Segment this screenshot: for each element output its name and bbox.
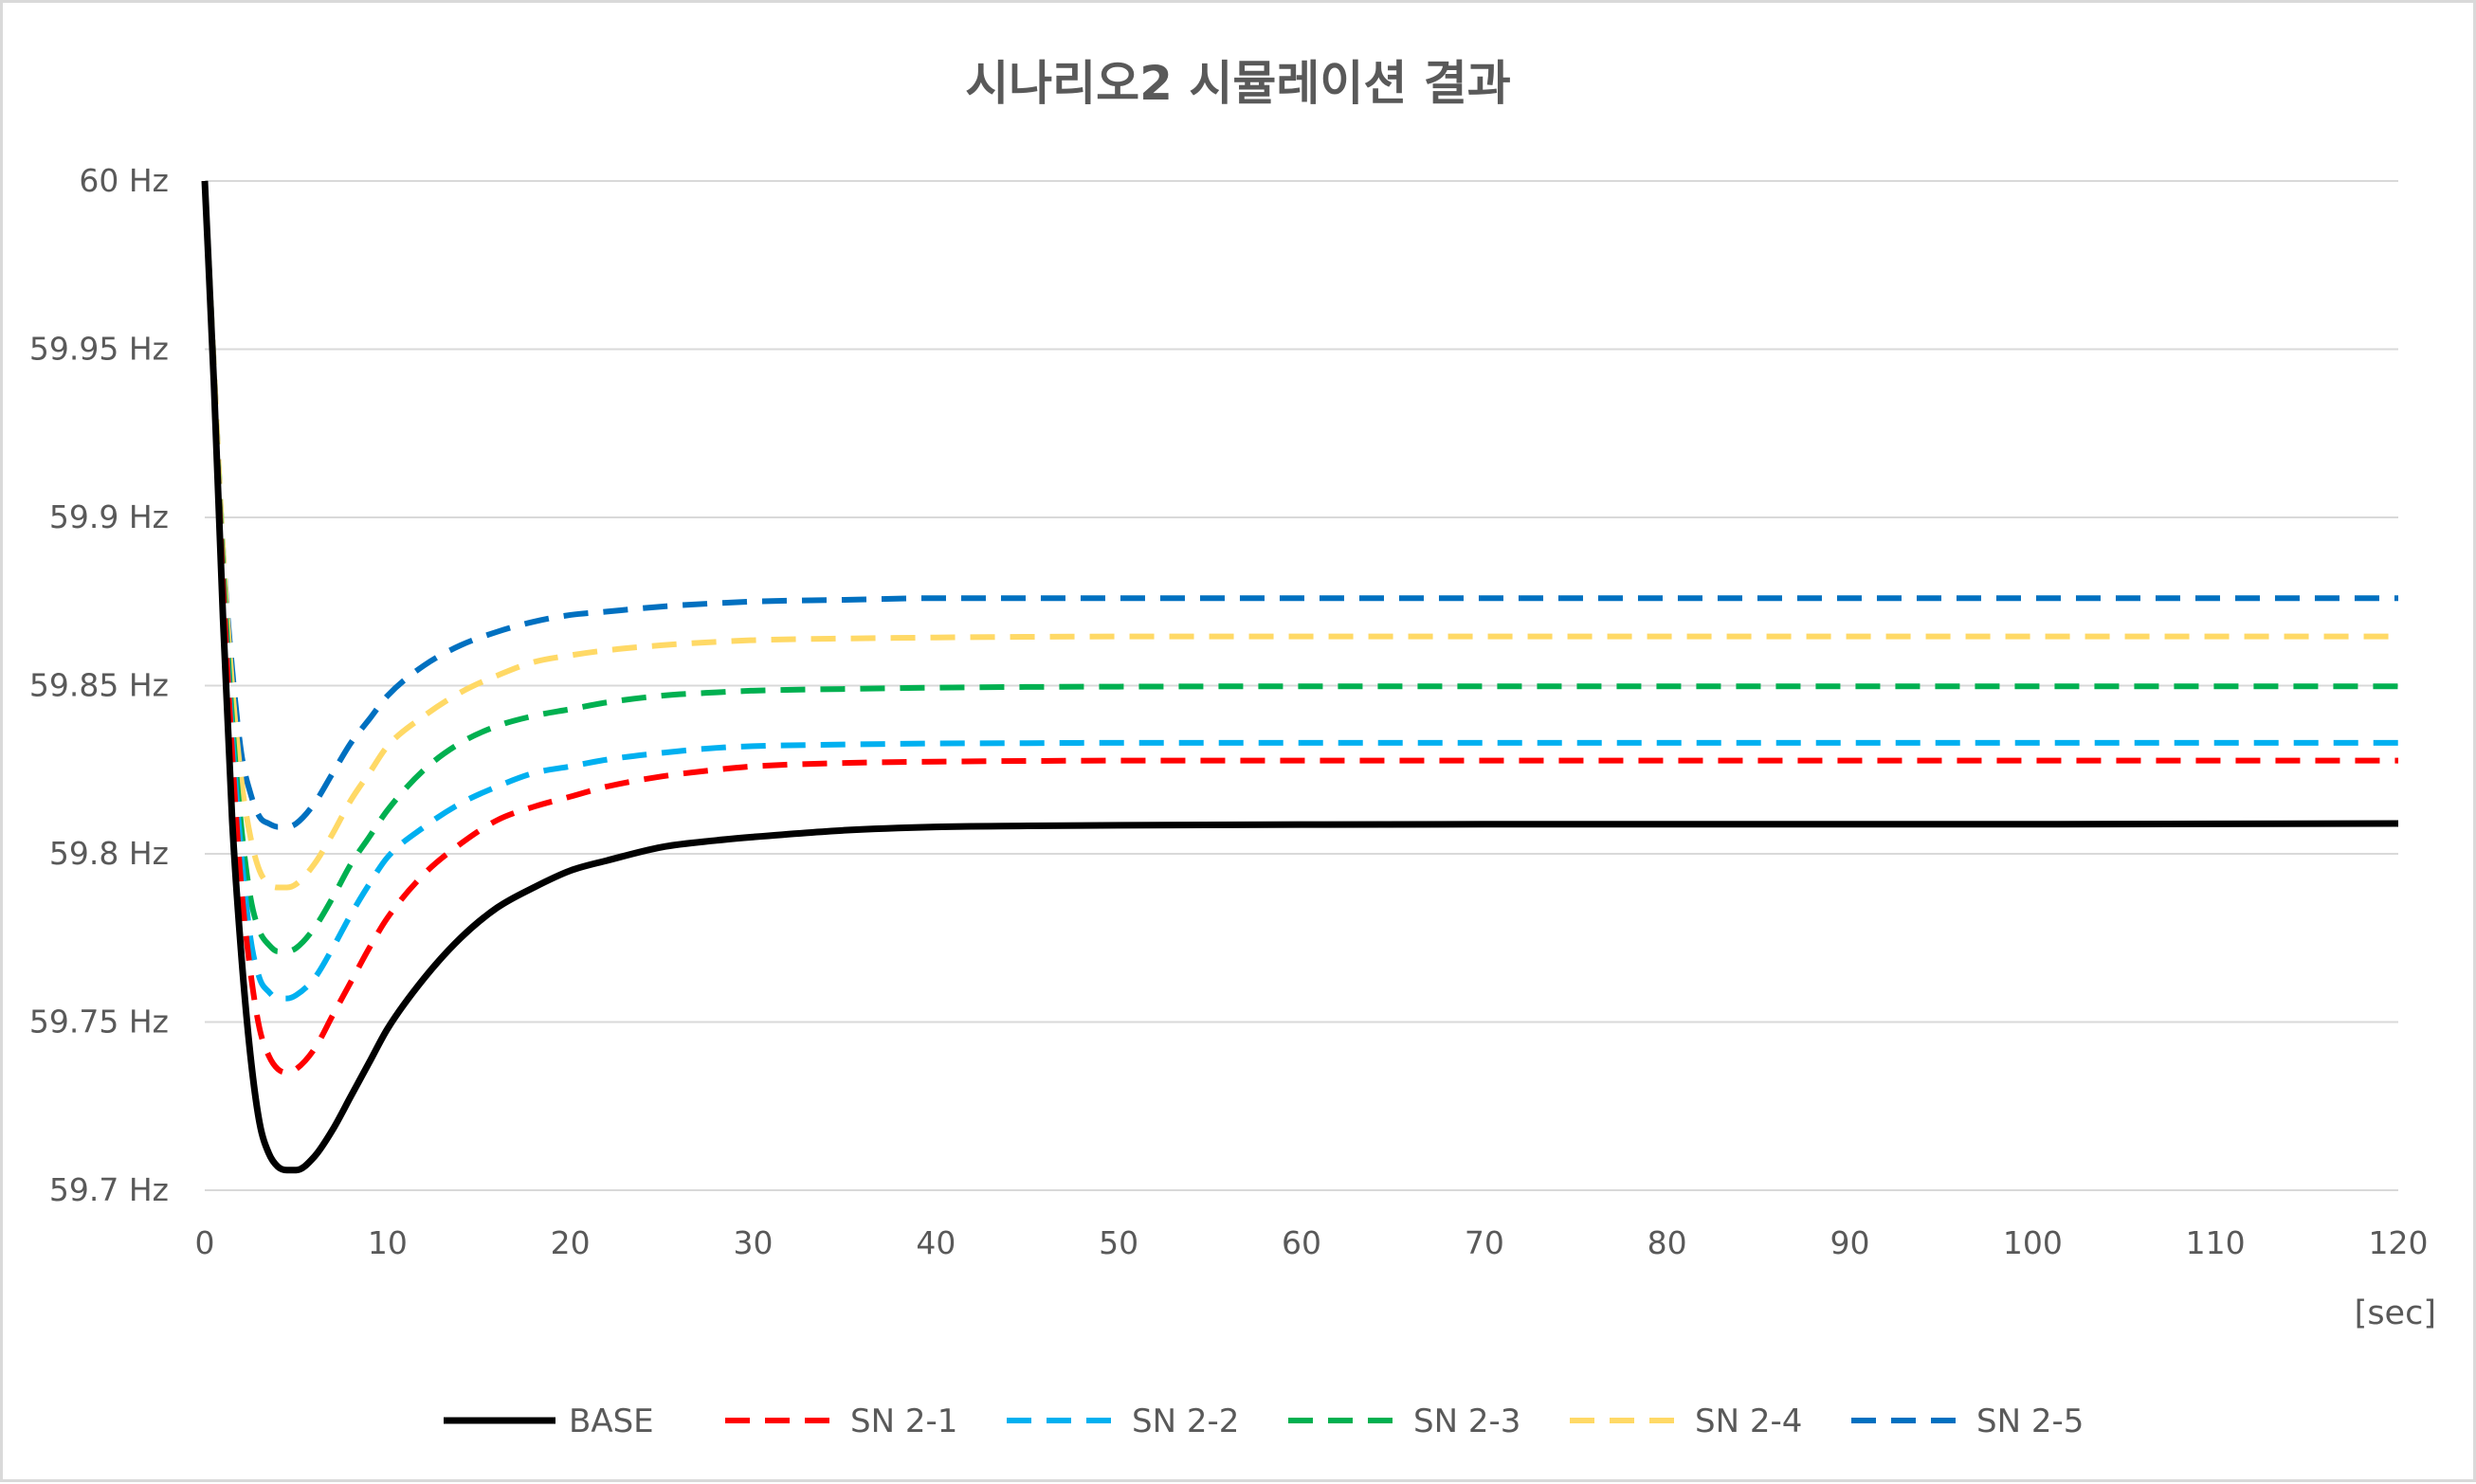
x-tick-label: 10 [368, 1224, 408, 1261]
series-line-sn-2-2 [202, 180, 2398, 1002]
legend-label: SN 2-3 [1413, 1403, 1520, 1440]
y-tick-label: 59.8 Hz [49, 835, 169, 872]
x-tick-label: 40 [916, 1224, 956, 1261]
x-tick-label: 90 [1830, 1224, 1870, 1261]
y-axis-ticks: 60 Hz 59.95 Hz 59.9 Hz 59.85 Hz 59.8 Hz 59.75… [29, 162, 169, 1208]
x-tick-label: 100 [2003, 1224, 2063, 1261]
x-tick-label: 120 [2369, 1224, 2429, 1261]
x-axis-unit-label: [sec] [2355, 1294, 2436, 1332]
legend: BASE SN 2-1 SN 2-2 SN 2-3 SN 2-4 SN 2-5 [444, 1403, 2084, 1440]
y-tick-label: 59.7 Hz [49, 1171, 169, 1208]
series-line-base [201, 180, 2399, 1174]
x-tick-label: 110 [2186, 1224, 2246, 1261]
line-chart: 시나리오2 시뮬레이션 결과 60 Hz 59.95 Hz 59.9 Hz 59.85… [29, 56, 2436, 1440]
gridlines [205, 180, 2398, 1191]
y-tick-label: 59.95 Hz [29, 331, 169, 368]
y-tick-label: 59.85 Hz [29, 667, 169, 704]
y-tick-label: 59.75 Hz [29, 1004, 169, 1041]
legend-label: SN 2-5 [1976, 1403, 2084, 1440]
series-line-sn-2-1 [202, 180, 2398, 1076]
legend-label: SN 2-1 [850, 1403, 957, 1440]
x-tick-label: 80 [1648, 1224, 1687, 1261]
x-axis-ticks: 0 10 20 30 40 50 60 70 80 90 100 110 120 [195, 1224, 2429, 1261]
x-tick-label: 60 [1282, 1224, 1321, 1261]
chart-title: 시나리오2 시뮬레이션 결과 [965, 56, 1511, 111]
x-tick-label: 0 [195, 1224, 215, 1261]
series-lines [201, 180, 2399, 1174]
x-tick-label: 30 [734, 1224, 774, 1261]
x-tick-label: 50 [1099, 1224, 1138, 1261]
y-tick-label: 60 Hz [79, 162, 169, 199]
series-line-sn-2-4 [202, 180, 2398, 891]
legend-label: SN 2-4 [1695, 1403, 1802, 1440]
y-tick-label: 59.9 Hz [49, 498, 169, 535]
x-tick-label: 70 [1465, 1224, 1504, 1261]
legend-label: SN 2-2 [1132, 1403, 1239, 1440]
series-line-sn-2-5 [202, 180, 2398, 830]
legend-label: BASE [569, 1403, 654, 1440]
series-line-sn-2-3 [202, 180, 2399, 954]
x-tick-label: 20 [551, 1224, 591, 1261]
